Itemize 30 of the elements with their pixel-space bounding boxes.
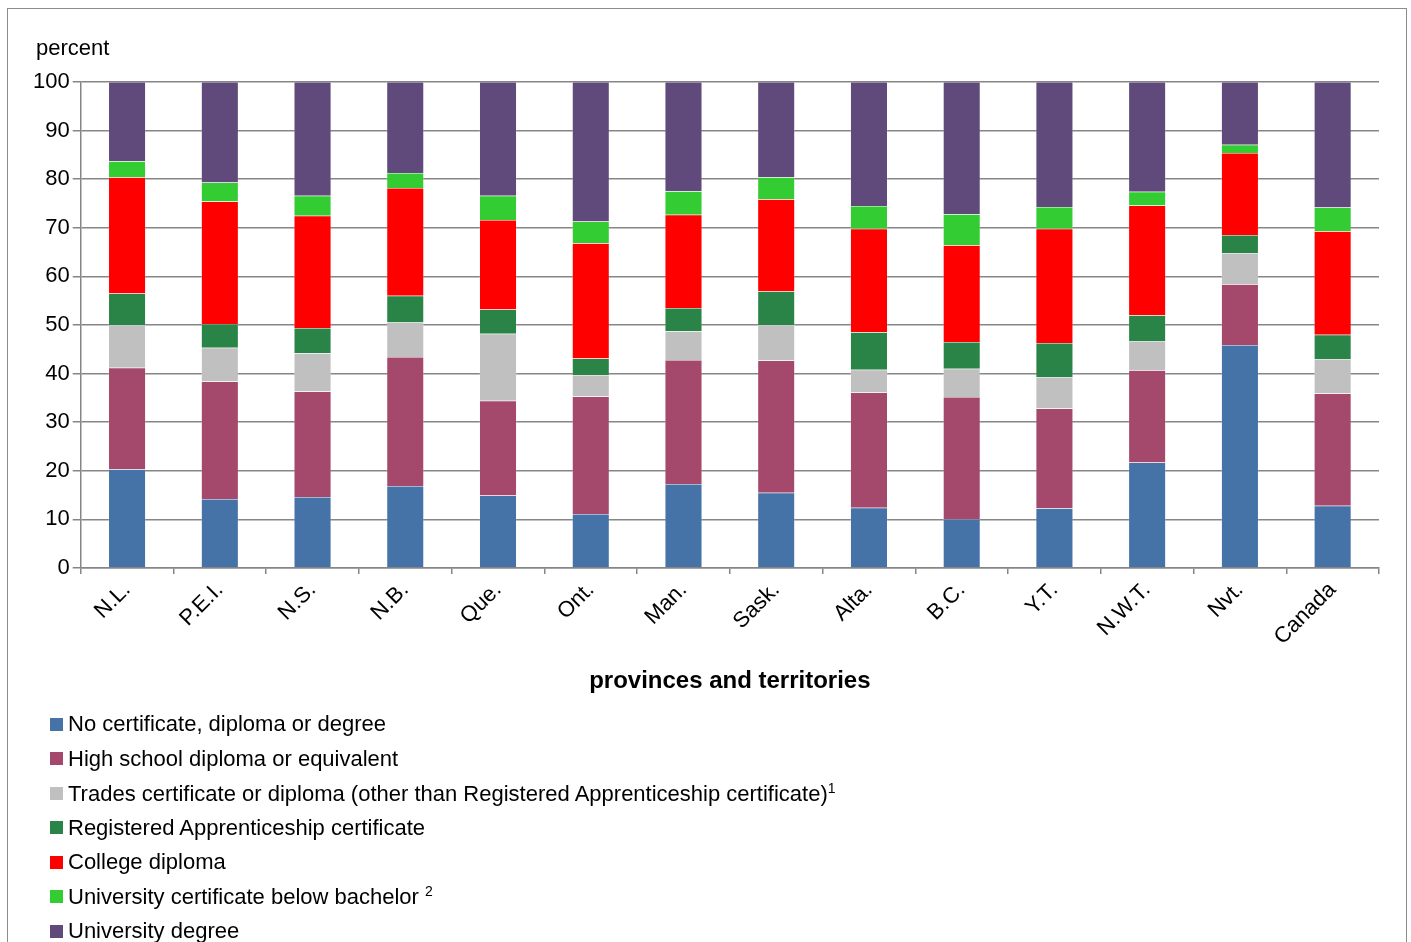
y-tick-label: 40 <box>45 359 70 385</box>
y-tick-label: 10 <box>45 505 70 531</box>
x-axis-title: provinces and territories <box>589 666 871 694</box>
x-tick-label: B.C. <box>921 576 970 625</box>
legend-label: University certificate below bachelor $^{2}$ <box>68 883 433 911</box>
y-tick-label: 70 <box>45 213 70 239</box>
x-tick-label: Alta. <box>827 576 877 626</box>
x-tick-label: Ont. <box>551 576 599 624</box>
legend-label: Registered Apprenticeship certificate <box>68 814 426 841</box>
x-tick-label: Que. <box>454 576 506 628</box>
x-tick-label: N.B. <box>365 576 414 625</box>
x-tick-label: N.L. <box>88 576 135 623</box>
legend-label: No certificate, diploma or degree <box>68 711 386 738</box>
y-tick-label: 100 <box>32 68 70 94</box>
y-tick-label: 60 <box>45 262 70 288</box>
y-tick-label: 50 <box>45 311 70 337</box>
legend-label: High school diploma or equivalent <box>68 745 399 772</box>
y-tick-label: 90 <box>45 116 70 142</box>
y-tick-label: 0 <box>57 554 70 580</box>
x-tick-label: Man. <box>639 576 692 629</box>
y-tick-label: 80 <box>45 165 70 191</box>
legend-label: Trades certificate or diploma (other than Registered Apprenticeship certificate)$^{1}$ <box>68 779 836 807</box>
y-axis-title: percent <box>36 35 110 60</box>
x-tick-label: Nvt. <box>1202 576 1248 622</box>
legend-label: University degree <box>68 918 240 942</box>
legend-label: College diploma <box>68 849 226 876</box>
y-tick-label: 30 <box>45 408 70 434</box>
x-tick-label: Y.T. <box>1019 576 1063 619</box>
y-tick-label: 20 <box>45 456 70 482</box>
x-tick-label: N.S. <box>272 576 321 625</box>
